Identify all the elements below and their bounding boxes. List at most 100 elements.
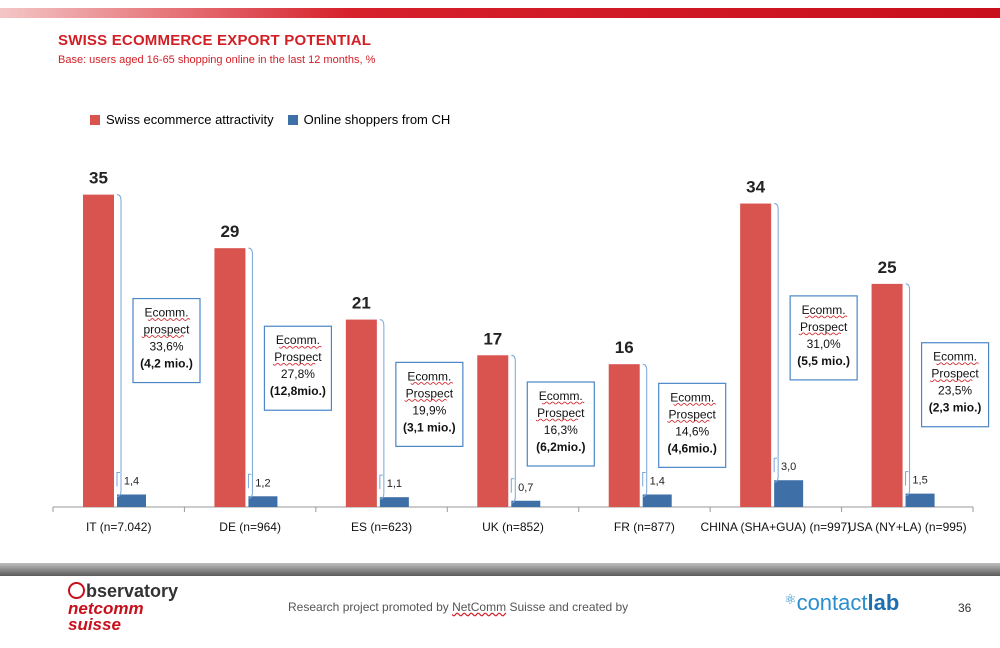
bar-red-4	[608, 364, 640, 507]
prospect-line-6-1: Prospect	[931, 367, 979, 381]
spell-underline-2-1	[404, 398, 447, 402]
bar-red-2	[345, 319, 377, 507]
category-label-5: CHINA (SHA+GUA) (n=997)	[700, 520, 851, 534]
prospect-line-0-0: Ecomm.	[144, 306, 188, 320]
prospect-line-4-0: Ecomm.	[670, 390, 714, 404]
prospect-line-0-2: 33,6%	[149, 340, 183, 354]
category-label-4: FR (n=877)	[614, 520, 675, 534]
legend-swatch-red	[90, 114, 100, 125]
prospect-line-5-0: Ecomm.	[802, 303, 846, 317]
bar-red-1	[214, 248, 246, 508]
prospect-line-1-2: 27,8%	[281, 367, 315, 381]
spell-underline-6-0	[936, 362, 979, 366]
prospect-line-6-0: Ecomm.	[933, 350, 977, 364]
prospect-line-0-3: (4,2 mio.)	[140, 357, 193, 371]
prospect-box-6	[920, 342, 990, 428]
prospect-line-5-3: (5,5 mio.)	[797, 354, 850, 368]
footer-text-after: Suisse and created by	[506, 600, 629, 614]
top-accent-bar	[0, 8, 1000, 18]
legend-item-attractivity: Swiss ecommerce attractivity	[90, 112, 274, 127]
logo-o-icon	[68, 582, 85, 599]
bracket-1	[248, 247, 253, 499]
legend-item-shoppers: Online shoppers from CH	[287, 112, 450, 127]
prospect-line-4-2: 14,6%	[675, 424, 709, 438]
category-label-1: DE (n=964)	[219, 520, 281, 534]
bracket-6	[905, 283, 911, 497]
spell-underline-6-1	[929, 379, 973, 383]
prospect-line-4-3: (4,6mio.)	[668, 441, 717, 455]
prospect-line-2-0: Ecomm.	[407, 369, 451, 383]
spell-underline-0-0	[147, 318, 191, 321]
footer-text-before: Research project promoted by	[288, 600, 453, 614]
contactlab-logo: ⚛contactlab	[784, 590, 899, 616]
bottom-bar	[0, 563, 1000, 576]
data-label-red-3: 17	[483, 329, 502, 348]
bar-blue-0	[117, 494, 146, 507]
blue-bracket-2	[379, 474, 383, 490]
prospect-line-0-1: prospect	[143, 323, 190, 337]
legend-swatch-blue	[287, 114, 298, 125]
bar-blue-1	[248, 496, 278, 507]
data-label-red-6: 25	[878, 258, 897, 277]
bracket-4	[642, 363, 648, 498]
legend-label-attractivity: Swiss ecommerce attractivity	[106, 112, 274, 127]
bar-blue-5	[774, 480, 804, 507]
prospect-line-3-0: Ecomm.	[539, 389, 583, 403]
prospect-line-1-0: Ecomm.	[276, 333, 320, 347]
data-label-red-4: 16	[615, 338, 634, 357]
bar-blue-2	[379, 497, 409, 507]
spell-underline-5-0	[804, 315, 848, 319]
prospect-box-2	[395, 361, 464, 447]
bar-blue-3	[511, 500, 541, 507]
data-label-blue-1: 1,2	[255, 477, 270, 489]
bar-red-3	[477, 355, 509, 507]
footer-text-brand: NetComm	[452, 600, 507, 614]
prospect-line-5-2: 31,0%	[807, 337, 841, 351]
bracket-0	[116, 194, 122, 498]
prospect-line-3-2: 16,3%	[544, 423, 578, 437]
legend: Swiss ecommerce attractivity Online shop…	[90, 112, 464, 127]
data-label-red-5: 34	[746, 178, 765, 197]
spell-underline-1-0	[279, 345, 322, 349]
logo-text-contact: contact	[796, 590, 868, 615]
logo-text-netcomm: netcomm	[68, 599, 144, 618]
spell-underline-3-1	[535, 418, 579, 422]
data-label-blue-3: 0,7	[518, 482, 533, 494]
prospect-line-6-2: 23,5%	[938, 384, 972, 398]
logo-text-lab: lab	[867, 590, 900, 615]
data-label-blue-4: 1,4	[650, 476, 665, 488]
spell-underline-3-0	[541, 401, 585, 405]
blue-bracket-1	[247, 473, 252, 489]
bar-blue-6	[905, 493, 935, 507]
bar-red-5	[740, 203, 772, 508]
spell-underline-0-1	[141, 335, 185, 338]
prospect-line-6-3: (2,3 mio.)	[929, 401, 982, 415]
bracket-5	[774, 203, 779, 483]
prospect-box-3	[526, 381, 595, 467]
bracket-3	[511, 354, 516, 504]
data-label-blue-2: 1,1	[387, 478, 402, 490]
category-label-6: USA (NY+LA) (n=995)	[848, 520, 967, 534]
prospect-line-2-3: (3,1 mio.)	[403, 420, 456, 434]
prospect-line-2-1: Prospect	[406, 386, 454, 400]
data-label-red-0: 35	[89, 169, 108, 188]
spell-underline-1-1	[272, 362, 316, 366]
bar-blue-4	[642, 494, 672, 507]
data-label-red-2: 21	[352, 294, 371, 313]
page-number: 36	[958, 601, 972, 615]
logo-text-suisse: suisse	[68, 615, 121, 634]
category-label-0: IT (n=7.042)	[86, 520, 151, 534]
prospect-box-1	[263, 325, 333, 411]
footer-credit: Research project promoted by NetComm Sui…	[288, 600, 628, 614]
data-label-blue-5: 3,0	[781, 461, 796, 473]
prospect-line-3-1: Prospect	[537, 406, 585, 420]
logo-text-observatory: bservatory	[86, 581, 179, 601]
category-label-2: ES (n=623)	[351, 520, 412, 534]
prospect-line-5-1: Prospect	[800, 320, 848, 334]
spell-underline-5-1	[798, 332, 842, 336]
observatory-logo: bservatory netcomm suisse	[68, 582, 178, 633]
blue-bracket-5	[773, 457, 778, 473]
prospect-line-2-2: 19,9%	[412, 403, 446, 417]
blue-bracket-0	[116, 472, 120, 487]
bar-red-0	[83, 194, 114, 507]
